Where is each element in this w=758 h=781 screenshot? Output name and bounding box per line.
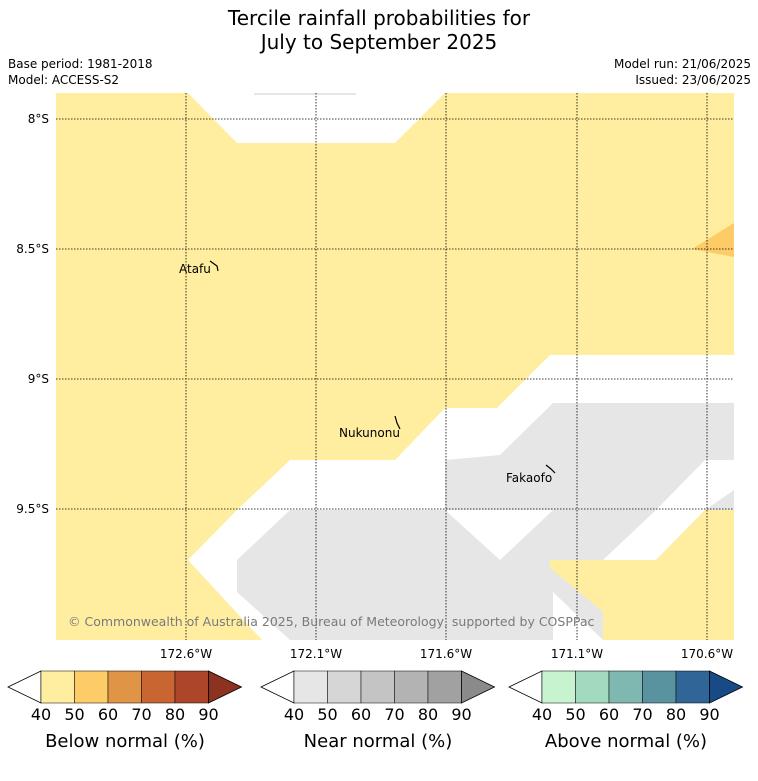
colorbar-near-segment bbox=[293, 670, 328, 704]
colorbar-above-tick: 60 bbox=[599, 705, 619, 724]
colorbar-near-tick: 90 bbox=[451, 705, 471, 724]
colorbar-near-max-extend bbox=[461, 670, 496, 704]
colorbar-above-tick: 80 bbox=[666, 705, 686, 724]
probability-shading bbox=[56, 93, 734, 640]
colorbar-near-tick: 80 bbox=[418, 705, 438, 724]
lat-label-3: 9°S bbox=[28, 372, 49, 386]
lat-label-2: 8.5°S bbox=[16, 242, 49, 256]
lat-label-1: 8°S bbox=[28, 112, 49, 126]
colorbar-above-tick: 50 bbox=[565, 705, 585, 724]
below-normal-40-50-region bbox=[56, 93, 734, 640]
copyright-credit: © Commonwealth of Australia 2025, Bureau… bbox=[68, 614, 594, 629]
colorbar-below-tick: 70 bbox=[131, 705, 151, 724]
place-label-atafu: Atafu bbox=[179, 262, 211, 276]
lon-label-5: 170.6°W bbox=[681, 647, 733, 661]
colorbar-near-tick: 70 bbox=[384, 705, 404, 724]
colorbar-above-segment bbox=[675, 670, 710, 704]
model-run-label: Model run: 21/06/2025 bbox=[613, 57, 751, 71]
colorbar-title-near: Near normal (%) bbox=[304, 731, 453, 752]
colorbar-below-tick: 40 bbox=[31, 705, 51, 724]
issued-label: Issued: 23/06/2025 bbox=[635, 73, 751, 87]
colorbar-below-tick: 90 bbox=[198, 705, 218, 724]
colorbar-above-normal: 40 50 60 70 80 90 bbox=[508, 670, 744, 724]
colorbar-near-tick: 60 bbox=[351, 705, 371, 724]
colorbar-near-segment bbox=[327, 670, 362, 704]
colorbar-below-tick: 60 bbox=[98, 705, 118, 724]
colorbar-above-segment bbox=[608, 670, 643, 704]
lon-label-4: 171.1°W bbox=[551, 647, 603, 661]
below-normal-40-50-region-se bbox=[550, 510, 734, 640]
colorbar-near-min-extend bbox=[260, 670, 295, 704]
colorbar-near-segment bbox=[360, 670, 395, 704]
place-label-nukunonu: Nukunonu bbox=[339, 426, 400, 440]
colorbar-above-tick: 90 bbox=[699, 705, 719, 724]
colorbar-above-segment bbox=[575, 670, 610, 704]
lon-label-2: 172.1°W bbox=[290, 647, 342, 661]
colorbar-above-min-extend bbox=[508, 670, 543, 704]
colorbar-above-tick: 70 bbox=[632, 705, 652, 724]
lon-label-1: 172.6°W bbox=[160, 647, 212, 661]
map-title-line1: Tercile rainfall probabilities for bbox=[227, 6, 531, 30]
colorbar-near-tick: 50 bbox=[317, 705, 337, 724]
colorbar-below-min-extend bbox=[7, 670, 42, 704]
colorbar-below-segment bbox=[74, 670, 109, 704]
colorbar-below-tick: 50 bbox=[64, 705, 84, 724]
colorbar-below-segment bbox=[107, 670, 142, 704]
colorbar-above-segment bbox=[541, 670, 576, 704]
colorbar-below-segment bbox=[174, 670, 209, 704]
lat-label-4: 9.5°S bbox=[16, 502, 49, 516]
colorbar-above-tick: 40 bbox=[532, 705, 552, 724]
colorbar-below-segment bbox=[40, 670, 75, 704]
colorbar-above-max-extend bbox=[709, 670, 744, 704]
below-normal-50-60-region bbox=[692, 223, 734, 257]
place-label-fakaofo: Fakaofo bbox=[506, 471, 552, 485]
map-title-line2: July to September 2025 bbox=[260, 30, 498, 54]
graticule bbox=[56, 93, 734, 640]
model-label: Model: ACCESS-S2 bbox=[8, 73, 120, 87]
colorbar-below-max-extend bbox=[208, 670, 243, 704]
base-period-label: Base period: 1981-2018 bbox=[8, 57, 153, 71]
lon-label-3: 171.6°W bbox=[420, 647, 472, 661]
colorbar-title-below: Below normal (%) bbox=[45, 731, 205, 752]
near-normal-sliver bbox=[254, 93, 356, 95]
colorbar-near-segment bbox=[394, 670, 429, 704]
atafu-outline bbox=[209, 260, 219, 272]
colorbar-below-segment bbox=[141, 670, 176, 704]
colorbar-above-segment bbox=[642, 670, 677, 704]
colorbar-near-segment bbox=[427, 670, 462, 704]
nukunonu-outline bbox=[394, 415, 401, 430]
colorbar-title-above: Above normal (%) bbox=[545, 731, 707, 752]
colorbar-below-normal: 40 50 60 70 80 90 bbox=[7, 670, 243, 724]
colorbar-near-normal: 40 50 60 70 80 90 bbox=[260, 670, 496, 724]
colorbar-below-tick: 80 bbox=[165, 705, 185, 724]
colorbar-near-tick: 40 bbox=[284, 705, 304, 724]
fakaofo-outline bbox=[545, 464, 556, 474]
